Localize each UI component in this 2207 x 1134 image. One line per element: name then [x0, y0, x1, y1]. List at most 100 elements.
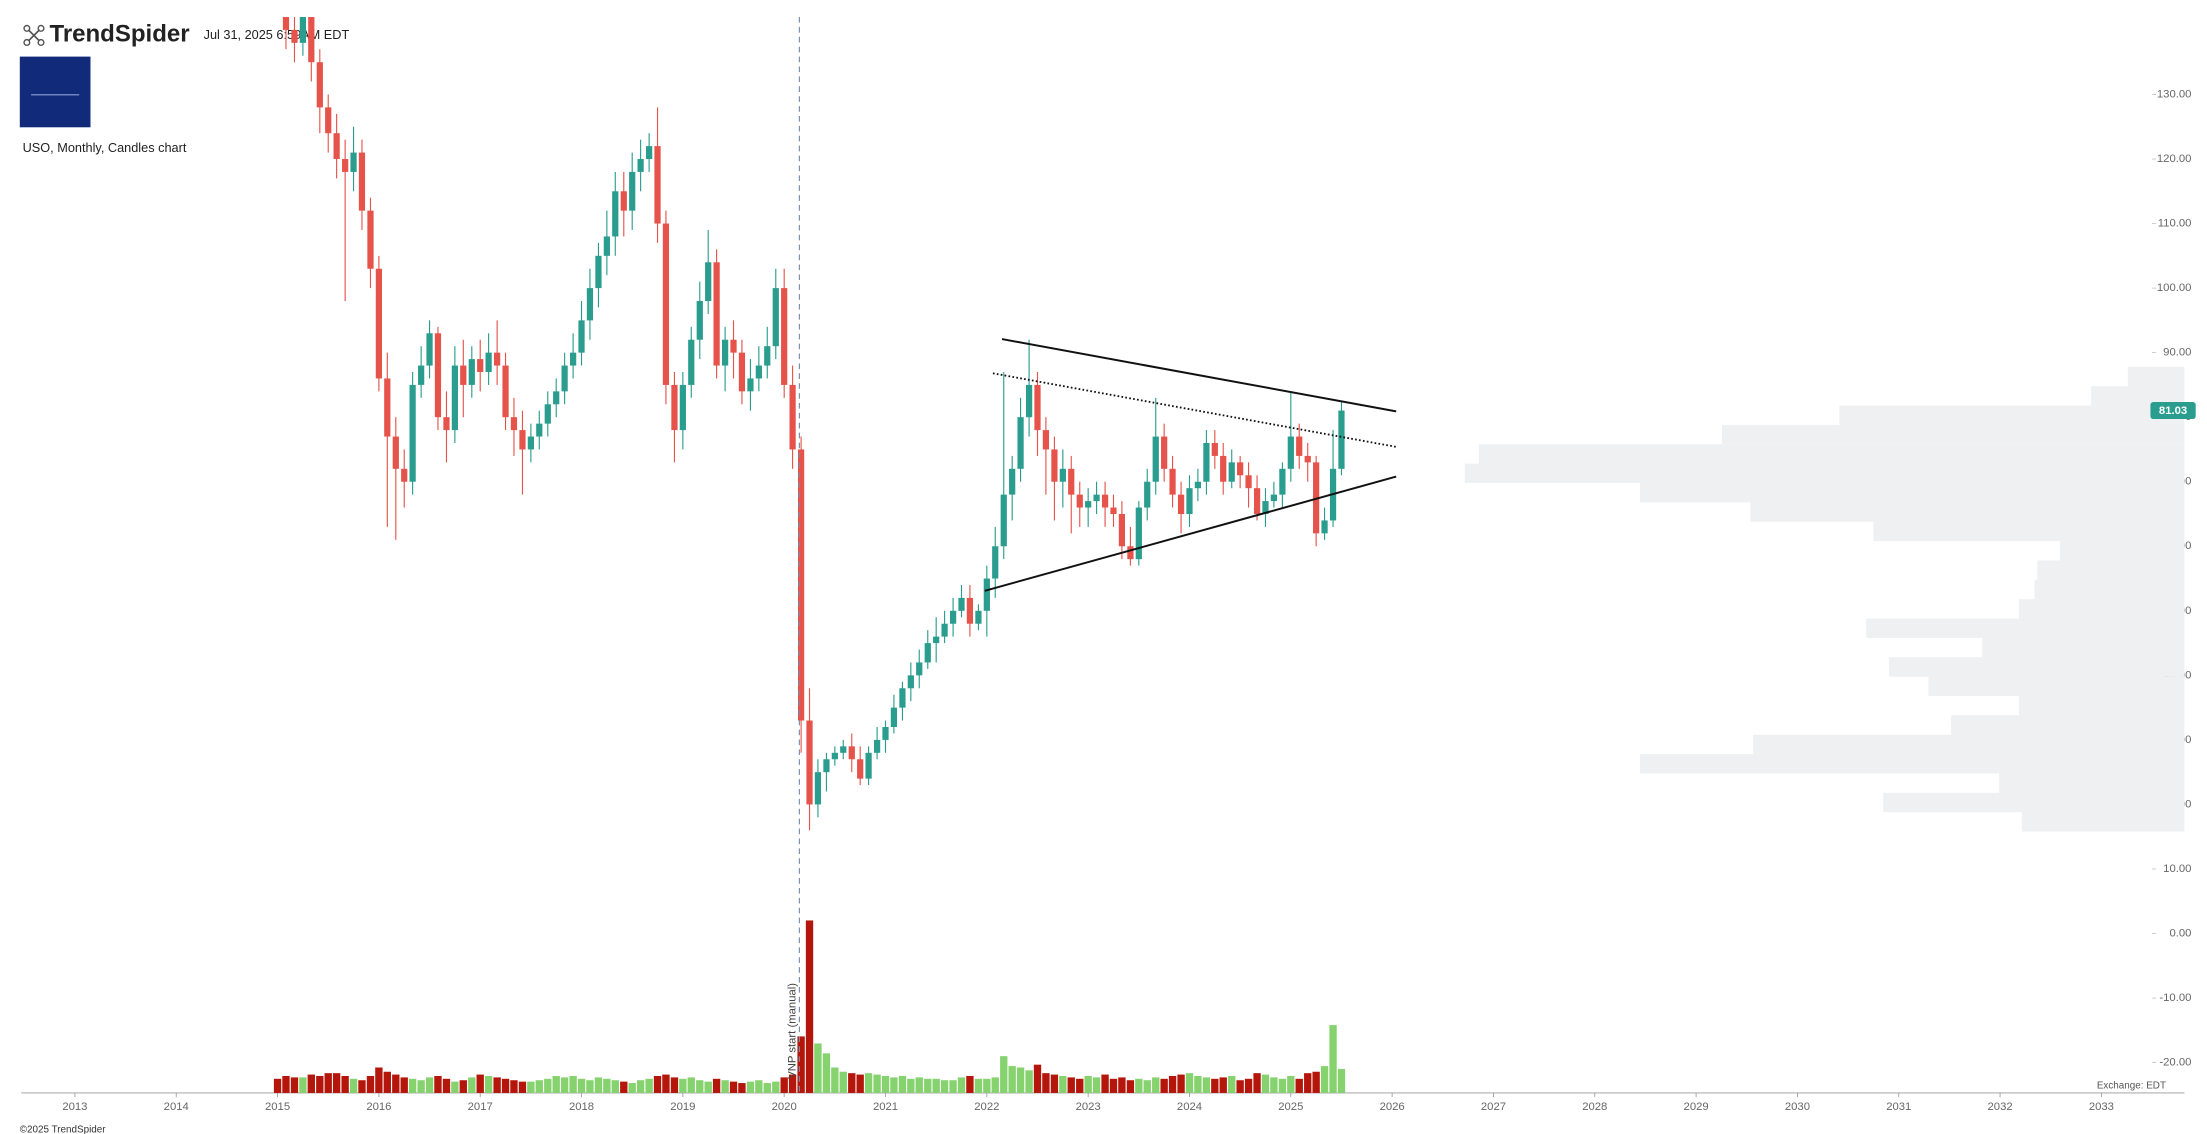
volume-bar	[316, 1075, 324, 1093]
volume-bar	[1244, 1078, 1253, 1093]
trendline	[1001, 338, 1397, 413]
volume-bar	[831, 1067, 839, 1093]
candle-body	[1009, 468, 1016, 495]
candle-body	[916, 662, 923, 676]
volume-bar	[772, 1081, 780, 1093]
y-tick-label: 120.00	[2157, 153, 2192, 165]
volume-bar	[417, 1080, 425, 1093]
candle-body	[1101, 494, 1109, 508]
volume-bar	[1278, 1078, 1287, 1093]
candle-body	[1262, 501, 1269, 514]
volume-bar	[560, 1077, 569, 1093]
candle-body	[561, 365, 568, 392]
volume-bar	[510, 1080, 518, 1093]
volume-bar	[780, 1077, 788, 1093]
volume-bar	[527, 1081, 535, 1093]
volume-profile-bar	[1888, 657, 2185, 677]
volume-bar	[907, 1078, 915, 1093]
candle-body	[1169, 468, 1176, 495]
candle-body	[1144, 481, 1151, 508]
x-tick-label: 2020	[772, 1101, 797, 1113]
candle-body	[325, 107, 332, 134]
plot-area	[273, 17, 1397, 1093]
volume-profile-bar	[1722, 424, 2185, 445]
volume-bar	[881, 1075, 890, 1093]
volume-bar	[577, 1078, 586, 1093]
candle-body	[1321, 520, 1328, 534]
candle-body	[527, 436, 534, 450]
candle-body	[873, 739, 881, 753]
volume-bar	[873, 1074, 881, 1093]
volume-bar	[518, 1081, 527, 1093]
volume-bar	[1076, 1078, 1084, 1093]
candle-body	[966, 597, 974, 624]
volume-bar	[670, 1077, 679, 1093]
y-tick-label: 0.00	[2169, 928, 2191, 940]
candle-body	[1287, 436, 1294, 469]
x-tick-label: 2033	[2089, 1101, 2114, 1113]
x-tick-label: 2028	[1582, 1101, 1607, 1113]
candle-body	[443, 417, 450, 431]
volume-bar	[383, 1071, 391, 1093]
volume-bar	[814, 1043, 822, 1093]
volume-bar	[1228, 1075, 1236, 1093]
trendline	[984, 475, 1397, 592]
volume-profile-bar	[2018, 696, 2185, 716]
volume-bar	[1160, 1078, 1168, 1093]
volume-profile-bar	[1750, 502, 2185, 522]
volume-bar	[704, 1081, 712, 1093]
volume-bar	[442, 1078, 451, 1093]
candle-body	[342, 159, 349, 172]
volume-profile-bar	[2037, 560, 2185, 580]
volume-bar	[1177, 1074, 1185, 1093]
volume-bar	[839, 1071, 847, 1093]
y-tick-label: -10.00	[2159, 992, 2191, 1004]
candle-body	[882, 726, 889, 740]
candle-body	[738, 352, 746, 392]
candle-body	[1110, 507, 1117, 514]
candle-body	[519, 430, 526, 450]
candle-body	[350, 152, 357, 172]
volume-profile-bar	[1999, 773, 2185, 793]
candle-body	[840, 746, 847, 753]
y-tick-label: 110.00	[2158, 218, 2192, 230]
volume-bar	[856, 1074, 864, 1093]
candle-body	[1186, 488, 1193, 514]
candle-body	[1211, 443, 1218, 456]
volume-bar	[696, 1080, 704, 1093]
volume-profile-bar	[2018, 599, 2185, 619]
candle-body	[291, 29, 298, 43]
volume-bar	[1270, 1077, 1278, 1093]
candle-body	[806, 720, 813, 805]
timestamp: Jul 31, 2025 6:59AM EDT	[204, 27, 350, 42]
candle-body	[578, 320, 585, 353]
candle-body	[1177, 494, 1185, 514]
x-tick-label: 2031	[1886, 1101, 1911, 1113]
volume-bar	[1118, 1077, 1126, 1093]
volume-bar	[653, 1075, 662, 1093]
candle-body	[460, 365, 467, 385]
volume-bar	[451, 1081, 459, 1093]
candle-body	[646, 146, 653, 160]
copyright: ©2025 TrendSpider	[20, 1124, 106, 1134]
candle-body	[705, 262, 712, 302]
volume-bar	[1016, 1067, 1025, 1093]
candle-body	[418, 365, 425, 385]
volume-bar	[898, 1075, 907, 1093]
candle-body	[358, 152, 366, 211]
volume-bar	[341, 1075, 349, 1093]
candle-body	[907, 675, 914, 689]
candle-body	[958, 597, 965, 611]
volume-profile-bar	[2059, 541, 2185, 561]
candle-body	[409, 384, 416, 482]
candle-body	[553, 391, 560, 405]
candle-body	[696, 301, 703, 340]
volume-profile-bar	[1478, 444, 2185, 464]
volume-bar	[864, 1073, 873, 1093]
candle-body	[1000, 494, 1007, 547]
volume-bar	[1202, 1077, 1211, 1093]
candle-body	[1127, 546, 1134, 560]
y-tick-label: 130.00	[2157, 88, 2192, 100]
candle-body	[1270, 494, 1277, 502]
candle-body	[865, 752, 872, 779]
